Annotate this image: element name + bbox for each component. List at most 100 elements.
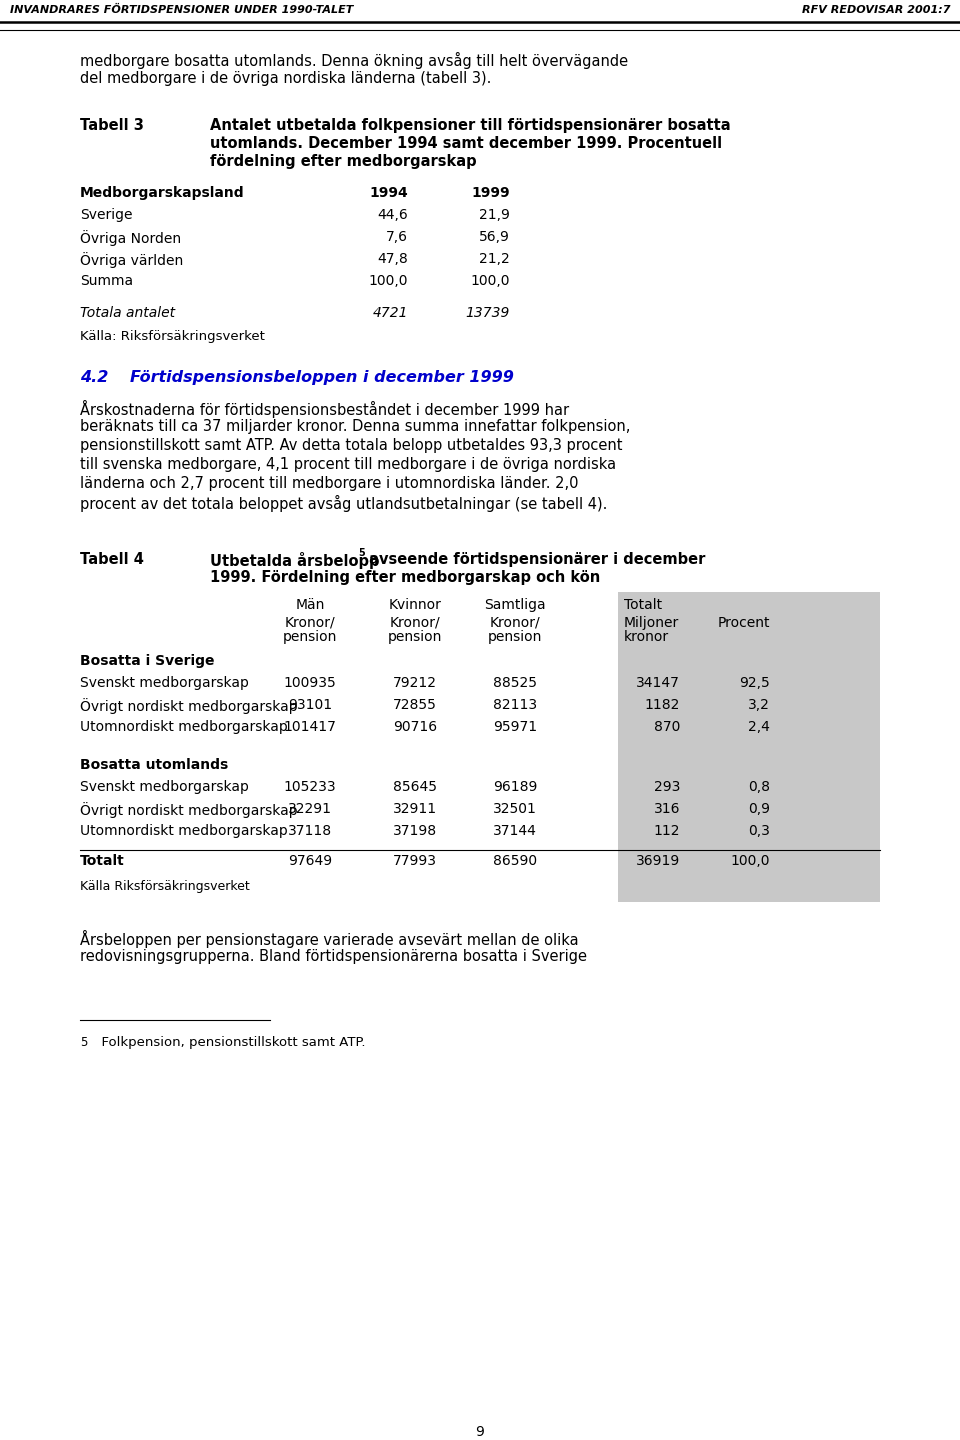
Text: redovisningsgrupperna. Bland förtidspensionärerna bosatta i Sverige: redovisningsgrupperna. Bland förtidspens… xyxy=(80,949,587,963)
Text: 37198: 37198 xyxy=(393,824,437,838)
Text: 0,8: 0,8 xyxy=(748,780,770,793)
Text: 92,5: 92,5 xyxy=(739,675,770,690)
Text: 32911: 32911 xyxy=(393,802,437,816)
Text: utomlands. December 1994 samt december 1999. Procentuell: utomlands. December 1994 samt december 1… xyxy=(210,135,722,151)
Text: 36919: 36919 xyxy=(636,854,680,868)
Text: INVANDRARES FÖRTIDSPENSIONER UNDER 1990-TALET: INVANDRARES FÖRTIDSPENSIONER UNDER 1990-… xyxy=(10,4,353,14)
Text: 293: 293 xyxy=(654,780,680,793)
Text: Sverige: Sverige xyxy=(80,207,132,222)
Text: Tabell 3: Tabell 3 xyxy=(80,118,144,132)
Text: Kronor/: Kronor/ xyxy=(285,616,335,631)
Text: Procent: Procent xyxy=(717,616,770,631)
Text: 21,9: 21,9 xyxy=(479,207,510,222)
Text: Källa Riksförsäkringsverket: Källa Riksförsäkringsverket xyxy=(80,880,250,893)
Text: fördelning efter medborgarskap: fördelning efter medborgarskap xyxy=(210,154,476,168)
Text: 105233: 105233 xyxy=(284,780,336,793)
Text: 13739: 13739 xyxy=(466,307,510,320)
Text: Bosatta i Sverige: Bosatta i Sverige xyxy=(80,654,214,668)
Text: 96189: 96189 xyxy=(492,780,538,793)
Text: 44,6: 44,6 xyxy=(377,207,408,222)
Text: Antalet utbetalda folkpensioner till förtidspensionärer bosatta: Antalet utbetalda folkpensioner till för… xyxy=(210,118,731,132)
Text: Övriga världen: Övriga världen xyxy=(80,252,183,268)
Text: Övriga Norden: Övriga Norden xyxy=(80,230,181,246)
Text: 316: 316 xyxy=(654,802,680,816)
Text: 5: 5 xyxy=(80,1035,87,1048)
Text: 100,0: 100,0 xyxy=(470,274,510,288)
Text: 0,9: 0,9 xyxy=(748,802,770,816)
Text: 4.2: 4.2 xyxy=(80,370,108,384)
Text: 870: 870 xyxy=(654,720,680,734)
Text: procent av det totala beloppet avsåg utlandsutbetalningar (se tabell 4).: procent av det totala beloppet avsåg utl… xyxy=(80,495,608,513)
Text: Utomnordiskt medborgarskap: Utomnordiskt medborgarskap xyxy=(80,720,288,734)
Text: Medborgarskapsland: Medborgarskapsland xyxy=(80,186,245,200)
Text: medborgare bosatta utomlands. Denna ökning avsåg till helt övervägande: medborgare bosatta utomlands. Denna ökni… xyxy=(80,52,628,69)
Text: Utomnordiskt medborgarskap: Utomnordiskt medborgarskap xyxy=(80,824,288,838)
Text: 34147: 34147 xyxy=(636,675,680,690)
Text: 1999. Fördelning efter medborgarskap och kön: 1999. Fördelning efter medborgarskap och… xyxy=(210,570,600,585)
Text: 101417: 101417 xyxy=(283,720,336,734)
Text: 82113: 82113 xyxy=(492,698,537,711)
Text: 32291: 32291 xyxy=(288,802,332,816)
Text: Totalt: Totalt xyxy=(624,598,662,612)
Text: RFV REDOVISAR 2001:7: RFV REDOVISAR 2001:7 xyxy=(802,4,950,14)
Text: Miljoner: Miljoner xyxy=(624,616,680,631)
Text: 86590: 86590 xyxy=(492,854,537,868)
Text: Totala antalet: Totala antalet xyxy=(80,307,175,320)
Text: Årskostnaderna för förtidspensionsbeståndet i december 1999 har: Årskostnaderna för förtidspensionsbestån… xyxy=(80,400,569,418)
Text: Svenskt medborgarskap: Svenskt medborgarskap xyxy=(80,675,249,690)
Text: kronor: kronor xyxy=(624,631,669,644)
Text: Årsbeloppen per pensionstagare varierade avsevärt mellan de olika: Årsbeloppen per pensionstagare varierade… xyxy=(80,930,579,948)
Text: 37118: 37118 xyxy=(288,824,332,838)
Text: 9: 9 xyxy=(475,1426,485,1439)
Text: Kvinnor: Kvinnor xyxy=(389,598,442,612)
Text: 1999: 1999 xyxy=(471,186,510,200)
Text: Summa: Summa xyxy=(80,274,133,288)
Text: 90716: 90716 xyxy=(393,720,437,734)
Bar xyxy=(618,592,880,901)
Text: till svenska medborgare, 4,1 procent till medborgare i de övriga nordiska: till svenska medborgare, 4,1 procent til… xyxy=(80,456,616,472)
Text: 2,4: 2,4 xyxy=(748,720,770,734)
Text: Förtidspensionsbeloppen i december 1999: Förtidspensionsbeloppen i december 1999 xyxy=(130,370,514,384)
Text: 112: 112 xyxy=(654,824,680,838)
Text: 88525: 88525 xyxy=(493,675,537,690)
Text: länderna och 2,7 procent till medborgare i utomnordiska länder. 2,0: länderna och 2,7 procent till medborgare… xyxy=(80,477,579,491)
Text: 5: 5 xyxy=(358,549,365,557)
Text: 79212: 79212 xyxy=(393,675,437,690)
Text: 21,2: 21,2 xyxy=(479,252,510,266)
Text: 93101: 93101 xyxy=(288,698,332,711)
Text: Kronor/: Kronor/ xyxy=(390,616,441,631)
Text: pension: pension xyxy=(283,631,337,644)
Text: 47,8: 47,8 xyxy=(377,252,408,266)
Text: Övrigt nordiskt medborgarskap: Övrigt nordiskt medborgarskap xyxy=(80,698,298,714)
Text: 85645: 85645 xyxy=(393,780,437,793)
Text: 3,2: 3,2 xyxy=(748,698,770,711)
Text: Källa: Riksförsäkringsverket: Källa: Riksförsäkringsverket xyxy=(80,330,265,343)
Text: Folkpension, pensionstillskott samt ATP.: Folkpension, pensionstillskott samt ATP. xyxy=(93,1035,366,1048)
Text: avseende förtidspensionärer i december: avseende förtidspensionärer i december xyxy=(364,552,706,567)
Text: 77993: 77993 xyxy=(393,854,437,868)
Text: Samtliga: Samtliga xyxy=(484,598,546,612)
Text: 4721: 4721 xyxy=(372,307,408,320)
Text: Övrigt nordiskt medborgarskap: Övrigt nordiskt medborgarskap xyxy=(80,802,298,818)
Text: 56,9: 56,9 xyxy=(479,230,510,243)
Text: 0,3: 0,3 xyxy=(748,824,770,838)
Text: beräknats till ca 37 miljarder kronor. Denna summa innefattar folkpension,: beräknats till ca 37 miljarder kronor. D… xyxy=(80,419,631,433)
Text: Bosatta utomlands: Bosatta utomlands xyxy=(80,757,228,772)
Text: Tabell 4: Tabell 4 xyxy=(80,552,144,567)
Text: pension: pension xyxy=(388,631,443,644)
Text: 1182: 1182 xyxy=(644,698,680,711)
Text: Totalt: Totalt xyxy=(80,854,125,868)
Text: Utbetalda årsbelopp: Utbetalda årsbelopp xyxy=(210,552,379,569)
Text: 37144: 37144 xyxy=(493,824,537,838)
Text: Kronor/: Kronor/ xyxy=(490,616,540,631)
Text: 97649: 97649 xyxy=(288,854,332,868)
Text: pensionstillskott samt ATP. Av detta totala belopp utbetaldes 93,3 procent: pensionstillskott samt ATP. Av detta tot… xyxy=(80,438,622,454)
Text: 1994: 1994 xyxy=(370,186,408,200)
Text: Män: Män xyxy=(296,598,324,612)
Text: pension: pension xyxy=(488,631,542,644)
Text: 7,6: 7,6 xyxy=(386,230,408,243)
Text: 100,0: 100,0 xyxy=(369,274,408,288)
Text: 95971: 95971 xyxy=(492,720,537,734)
Text: 72855: 72855 xyxy=(393,698,437,711)
Text: 100935: 100935 xyxy=(283,675,336,690)
